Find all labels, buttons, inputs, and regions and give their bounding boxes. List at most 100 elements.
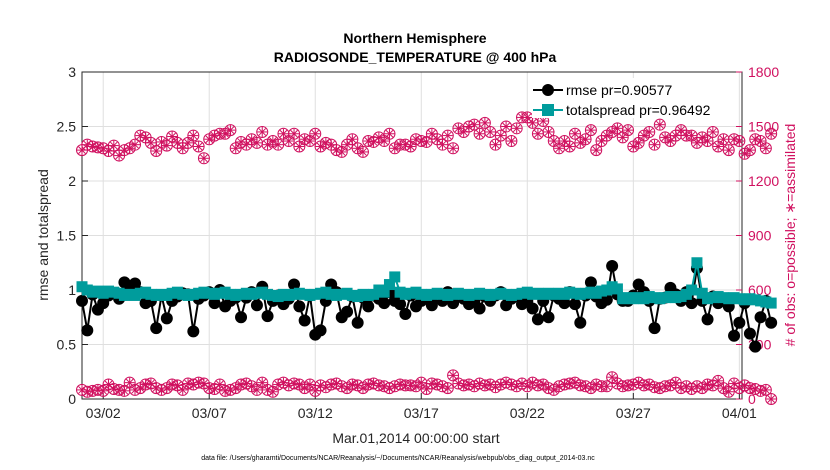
obs-assimilated-marker [539, 117, 548, 125]
rmse-point [235, 311, 248, 324]
obs-assimilated-marker [767, 395, 776, 403]
obs-possible-marker [759, 383, 772, 396]
obs-count-point [192, 140, 205, 153]
rmse-point [526, 302, 539, 315]
obs-possible-marker [733, 135, 746, 148]
obs-assimilated-marker [592, 146, 601, 154]
rmse-point [743, 327, 756, 340]
obs-assimilated-marker [560, 137, 569, 145]
obs-assimilated-marker [258, 378, 267, 387]
obs-assimilated-marker [576, 138, 585, 147]
rmse-point [399, 307, 412, 320]
legend-totalspread-marker [542, 104, 554, 116]
rmse-point [314, 324, 327, 337]
obs-count-point-low [447, 369, 460, 382]
totalspread-point [686, 284, 698, 296]
legend-box [532, 78, 731, 118]
legend: rmse pr=0.90577 totalspread pr=0.96492 [532, 78, 731, 118]
obs-assimilated-marker [719, 384, 728, 392]
obs-possible-marker [356, 145, 369, 158]
obs-count-point [346, 133, 359, 146]
obs-assimilated-marker [253, 138, 261, 147]
obs-assimilated-marker [147, 379, 155, 388]
obs-count-point [579, 133, 592, 146]
rmse-point [378, 297, 391, 310]
x-tick-label: 04/01 [722, 405, 757, 421]
obs-count-point [712, 140, 725, 153]
obs-assimilated-marker [549, 386, 558, 394]
obs-assimilated-marker [433, 135, 442, 144]
obs-possible-marker [484, 125, 497, 138]
obs-possible-marker [441, 382, 454, 395]
obs-assimilated-marker [200, 154, 208, 163]
obs-possible-marker [584, 124, 597, 137]
obs-count-point [590, 144, 603, 157]
obs-assimilated-marker [613, 124, 622, 133]
obs-assimilated-marker [152, 147, 161, 155]
rmse-point [584, 276, 597, 289]
totalspread-point [691, 257, 703, 269]
x-tick-label: 03/27 [616, 405, 651, 421]
y-tick-label-left: 2.5 [57, 119, 77, 135]
obs-count-point [378, 135, 391, 148]
obs-count-point [717, 133, 730, 146]
obs-count-point [510, 122, 523, 135]
obs-assimilated-marker [724, 146, 733, 154]
obs-count-point [611, 122, 624, 135]
obs-assimilated-marker [587, 126, 595, 134]
obs-count-point [765, 127, 778, 140]
rmse-point [298, 314, 311, 327]
obs-assimilated-marker [565, 142, 574, 151]
obs-assimilated-marker [544, 128, 553, 136]
rmse-point [341, 305, 354, 318]
obs-assimilated-marker [523, 113, 532, 122]
obs-assimilated-marker [486, 128, 495, 136]
obs-possible-marker [107, 139, 120, 152]
obs-count-point [706, 125, 719, 138]
obs-count-point [404, 140, 417, 153]
y-tick-label-right: 1800 [748, 64, 779, 80]
obs-assimilated-marker [194, 142, 203, 151]
obs-count-point-low [123, 376, 136, 389]
obs-possible-marker [129, 138, 142, 151]
obs-count-point [632, 136, 645, 149]
obs-assimilated-marker [231, 144, 240, 153]
obs-assimilated-marker [523, 382, 532, 391]
obs-assimilated-marker [608, 128, 616, 136]
obs-count-point [473, 127, 486, 140]
y-tick-label-right: 1200 [748, 173, 779, 189]
obs-assimilated-marker [438, 140, 447, 149]
obs-assimilated-marker [295, 380, 304, 389]
obs-assimilated-marker [481, 119, 489, 127]
obs-assimilated-marker [703, 137, 712, 145]
rmse-point [648, 322, 661, 335]
obs-possible-marker [579, 133, 592, 146]
obs-count-point [553, 142, 566, 155]
obs-count-point [272, 138, 285, 151]
y-tick-label-left: 0.5 [57, 337, 77, 353]
obs-count-point [653, 118, 666, 131]
obs-assimilated-marker [375, 133, 383, 142]
obs-assimilated-marker [247, 135, 256, 144]
rmse-point [606, 260, 619, 273]
obs-count-point [250, 136, 263, 149]
data-file-note: data file: /Users/gharamti/Documents/NCA… [201, 455, 595, 462]
obs-possible-marker [436, 138, 449, 151]
obs-count-point [722, 144, 735, 157]
obs-assimilated-marker [756, 137, 765, 145]
rmse-point [685, 297, 698, 310]
obs-count-point [144, 136, 157, 149]
y-tick-label-left: 1.5 [57, 228, 77, 244]
obs-assimilated-marker [740, 149, 749, 158]
totalspread-point [611, 283, 623, 295]
rmse-point [749, 340, 762, 353]
obs-assimilated-marker [767, 129, 776, 138]
obs-count-point [547, 135, 560, 148]
obs-count-point [478, 116, 491, 129]
obs-count-point [563, 140, 576, 153]
obs-possible-marker [383, 127, 396, 140]
x-tick-label: 03/07 [192, 405, 227, 421]
obs-count-point [616, 131, 629, 144]
obs-count-point [494, 129, 507, 142]
rmse-point [187, 325, 200, 338]
